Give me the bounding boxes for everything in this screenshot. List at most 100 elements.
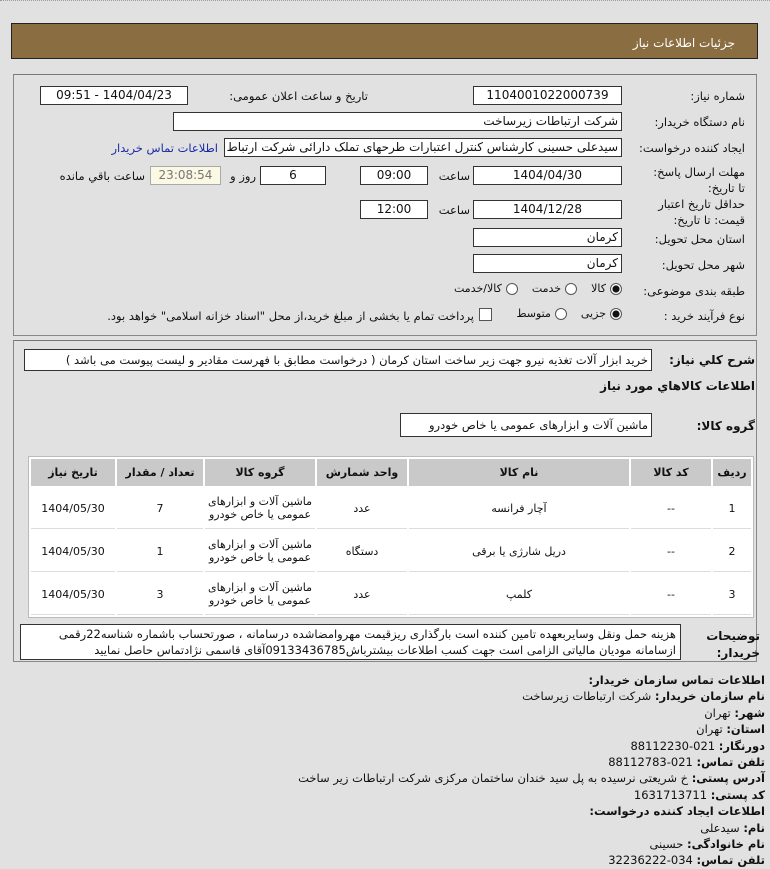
- table-header-row: ردیف کد کالا نام کالا واحد شمارش گروه کا…: [31, 459, 751, 486]
- creator-field[interactable]: سیدعلی حسینی کارشناس کنترل اعتبارات طرحه…: [224, 138, 622, 157]
- option-label: کالا/خدمت: [454, 282, 502, 295]
- cell-quantity: 1: [117, 531, 203, 572]
- province-label: استان محل تحویل:: [654, 232, 745, 246]
- process-option-medium[interactable]: متوسط: [516, 307, 567, 320]
- cell-goods-group: ماشین آلات و ابزارهای عمومی یا خاص خودرو: [205, 531, 315, 572]
- need-number-label: شماره نیاز:: [690, 89, 745, 103]
- contact-value: تهران: [704, 705, 731, 720]
- radio-selected[interactable]: [610, 282, 622, 295]
- category-option-both[interactable]: کالا/خدمت: [454, 282, 518, 295]
- province-field[interactable]: کرمان: [473, 228, 622, 247]
- contact-key: نام خانوادگی:: [687, 837, 765, 852]
- validity-date-field[interactable]: 1404/12/28: [473, 200, 622, 219]
- cell-unit: دستگاه: [317, 531, 407, 572]
- need-number-field[interactable]: 1104001022000739: [473, 86, 622, 105]
- contact-key: کد پستی:: [710, 787, 765, 802]
- process-label: نوع فرآیند خرید :: [663, 309, 745, 323]
- deadline-date-field[interactable]: 1404/04/30: [473, 166, 622, 185]
- announce-field[interactable]: 1404/04/23 - 09:51: [40, 86, 188, 105]
- page-header: جزئیات اطلاعات نیاز: [11, 23, 758, 59]
- contact-line: آدرس پستی: خ شریعتی نرسیده به پل سید خند…: [298, 770, 765, 786]
- city-field[interactable]: کرمان: [473, 254, 622, 273]
- notes-label: توضیحات خریدار:: [706, 629, 760, 660]
- col-goods-name: نام کالا: [409, 459, 629, 486]
- summary-field: خرید ابزار آلات تغذیه نیرو جهت زیر ساخت …: [24, 349, 652, 371]
- deadline-time-field[interactable]: 09:00: [360, 166, 428, 185]
- creator-label: ایجاد کننده درخواست:: [639, 141, 745, 155]
- col-unit: واحد شمارش: [317, 459, 407, 486]
- section-title: اطلاعات تماس سازمان خریدار:: [588, 673, 765, 687]
- buyer-notes-field: هزینه حمل ونقل وسایربعهده تامین کننده اس…: [20, 624, 681, 660]
- goods-group-label: گروه کالا:: [696, 419, 755, 433]
- cell-row-number: 3: [713, 574, 751, 615]
- cell-goods-name: کلمپ: [409, 574, 629, 615]
- cell-quantity: 3: [117, 574, 203, 615]
- cell-unit: عدد: [317, 574, 407, 615]
- treasury-payment-checkbox[interactable]: [479, 308, 492, 321]
- category-option-goods[interactable]: کالا: [591, 282, 622, 295]
- option-label: متوسط: [516, 307, 551, 320]
- contact-key: تلفن تماس:: [696, 755, 765, 770]
- table-row: 2 -- دریل شارژی یا برقی دستگاه ماشین آلات و …: [31, 531, 751, 572]
- days-label: روز و: [230, 169, 256, 183]
- validity-time-field[interactable]: 12:00: [360, 200, 428, 219]
- announce-label: تاریخ و ساعت اعلان عمومی:: [229, 89, 368, 103]
- cell-need-date: 1404/05/30: [31, 531, 115, 572]
- contact-value: 1631713711: [633, 787, 708, 802]
- category-radio-group: کالا خدمت کالا/خدمت: [454, 282, 622, 295]
- top-divider: [0, 0, 770, 2]
- table-row: 3 -- کلمپ عدد ماشین آلات و ابزارهای عمومی یا…: [31, 574, 751, 615]
- contact-value: 021-88112230: [630, 738, 716, 753]
- contact-line: کد پستی: 1631713711: [298, 787, 765, 803]
- validity-time-label: ساعت: [438, 203, 470, 217]
- process-radio-group: جزیی متوسط: [516, 307, 622, 320]
- contact-key: آدرس پستی:: [691, 771, 765, 786]
- category-label: طبقه بندی موضوعی:: [643, 284, 745, 298]
- cell-need-date: 1404/05/30: [31, 574, 115, 615]
- contact-value: تهران: [696, 722, 723, 737]
- cell-goods-name: دریل شارژی یا برقی: [409, 531, 629, 572]
- cell-row-number: 1: [713, 488, 751, 529]
- radio-selected[interactable]: [610, 307, 622, 320]
- cell-goods-code: --: [631, 531, 711, 572]
- cell-goods-name: آچار فرانسه: [409, 488, 629, 529]
- cell-row-number: 2: [713, 531, 751, 572]
- buyer-contact-link[interactable]: اطلاعات تماس خریدار: [111, 141, 218, 155]
- contact-section: اطلاعات تماس سازمان خریدار: نام سازمان خر…: [298, 672, 765, 869]
- radio[interactable]: [554, 307, 567, 320]
- col-row-number: ردیف: [713, 459, 751, 486]
- goods-group-field: ماشین آلات و ابزارهای عمومی یا خاص خودرو: [400, 413, 652, 437]
- contact-line: نام خانوادگی: حسینی: [298, 836, 765, 852]
- contact-key: شهر:: [734, 705, 765, 720]
- contact-section-title: اطلاعات تماس سازمان خریدار:: [298, 672, 765, 688]
- cell-goods-group: ماشین آلات و ابزارهای عمومی یا خاص خودرو: [205, 574, 315, 615]
- contact-value: 034-32236222: [608, 853, 693, 868]
- cell-goods-code: --: [631, 488, 711, 529]
- deadline-time-label: ساعت: [438, 169, 470, 183]
- contact-line: نام: سیدعلی: [298, 820, 765, 836]
- cell-goods-code: --: [631, 574, 711, 615]
- col-goods-code: کد کالا: [631, 459, 711, 486]
- goods-table: ردیف کد کالا نام کالا واحد شمارش گروه کا…: [28, 456, 754, 618]
- col-goods-group: گروه کالا: [205, 459, 315, 486]
- page-title: جزئیات اطلاعات نیاز: [632, 36, 735, 50]
- contact-key: دورنگار:: [718, 738, 765, 753]
- cell-goods-group: ماشین آلات و ابزارهای عمومی یا خاص خودرو: [205, 488, 315, 529]
- treasury-payment-label: پرداخت تمام یا بخشی از مبلغ خرید،از محل …: [107, 309, 474, 323]
- radio[interactable]: [565, 282, 578, 295]
- contact-value: حسینی: [649, 837, 684, 852]
- contact-line: تلفن تماس: 034-32236222: [298, 852, 765, 868]
- contact-key: تلفن تماس:: [696, 853, 765, 868]
- col-need-date: تاریخ نیاز: [31, 459, 115, 486]
- deadline-label: مهلت ارسال پاسخ: تا تاریخ:: [653, 165, 745, 195]
- buyer-label: نام دستگاه خریدار:: [654, 115, 745, 129]
- category-option-service[interactable]: خدمت: [532, 282, 578, 295]
- contact-value: 021-88112783: [608, 755, 693, 770]
- contact-line: نام سازمان خریدار: شرکت ارتباطات زیرساخت: [298, 688, 765, 704]
- process-option-minor[interactable]: جزیی: [581, 307, 622, 320]
- radio[interactable]: [505, 282, 518, 295]
- buyer-field[interactable]: شرکت ارتباطات زیرساخت: [173, 112, 622, 131]
- time-remaining-field: 23:08:54: [150, 166, 221, 185]
- table-row: 1 -- آچار فرانسه عدد ماشین آلات و ابزارهای ع…: [31, 488, 751, 529]
- cell-unit: عدد: [317, 488, 407, 529]
